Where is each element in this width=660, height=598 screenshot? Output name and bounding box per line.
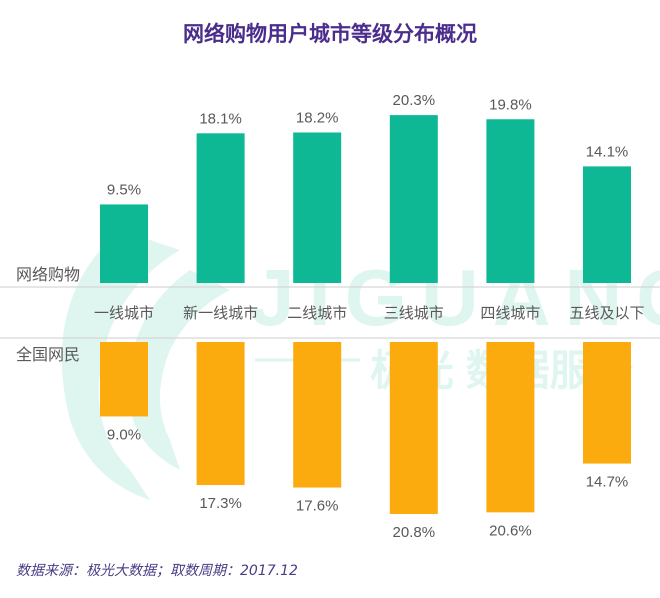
data-label-all-netizens: 17.3% <box>199 495 242 512</box>
watermark: JIGUANG 极光 数据服务 <box>61 230 660 500</box>
data-label-all-netizens: 20.8% <box>393 524 436 541</box>
bar-all-netizens <box>293 342 342 488</box>
watermark-logo-icon <box>61 230 181 500</box>
category-label: 一线城市 <box>94 304 154 322</box>
series-label-online-shopping: 网络购物 <box>16 265 80 284</box>
bar-all-netizens <box>486 342 535 513</box>
data-label-all-netizens: 9.0% <box>107 426 141 443</box>
category-label: 四线城市 <box>480 304 540 322</box>
data-label-all-netizens: 20.6% <box>489 522 532 539</box>
data-label-online-shopping: 19.8% <box>489 96 532 113</box>
chart-title: 网络购物用户城市等级分布概况 <box>183 22 477 46</box>
bar-online-shopping <box>100 204 148 283</box>
bar-online-shopping <box>486 119 535 283</box>
category-label: 五线及以下 <box>569 304 644 322</box>
data-label-all-netizens: 14.7% <box>586 474 629 491</box>
series-label-all-netizens: 全国网民 <box>16 345 80 364</box>
data-label-all-netizens: 17.6% <box>296 498 339 515</box>
bar-online-shopping <box>196 133 245 283</box>
category-label: 新一线城市 <box>183 304 258 322</box>
bar-online-shopping <box>583 166 631 283</box>
category-label: 二线城市 <box>287 304 347 322</box>
bar-online-shopping <box>293 132 342 283</box>
bar-all-netizens <box>100 342 148 417</box>
bar-all-netizens <box>196 342 245 486</box>
bar-online-shopping <box>389 115 438 283</box>
data-label-online-shopping: 9.5% <box>107 181 141 198</box>
bar-all-netizens <box>389 342 438 515</box>
data-label-online-shopping: 18.1% <box>199 110 242 127</box>
bar-all-netizens <box>583 342 631 464</box>
data-label-online-shopping: 14.1% <box>586 143 629 160</box>
data-label-online-shopping: 20.3% <box>393 92 436 109</box>
data-label-online-shopping: 18.2% <box>296 109 339 126</box>
category-label: 三线城市 <box>384 304 444 322</box>
source-note: 数据来源：极光大数据；取数周期：2017.12 <box>16 563 298 579</box>
